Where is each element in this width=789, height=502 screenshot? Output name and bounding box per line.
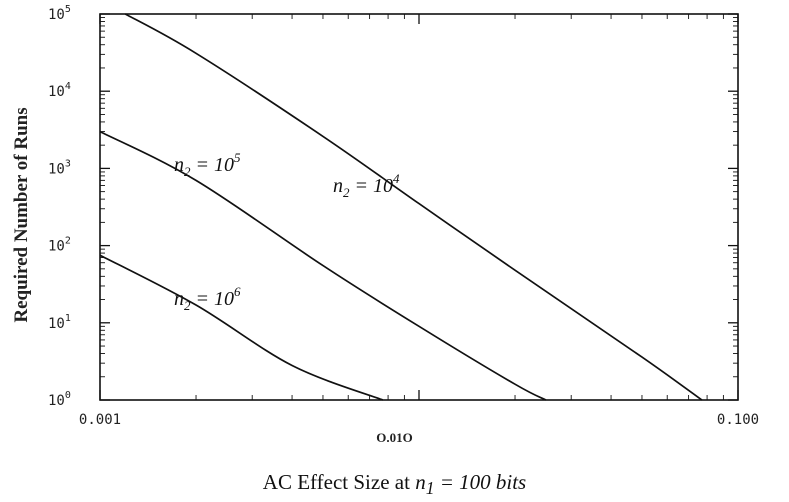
series: [99, 13, 703, 401]
y-axis-label: Required Number of Runs: [11, 107, 32, 322]
plot-frame: [99, 13, 739, 401]
x-axis-label-var: n: [415, 470, 426, 494]
series-line: [124, 13, 703, 401]
y-tick-label: 105: [48, 4, 71, 23]
y-tick-label: 103: [48, 158, 71, 177]
y-tick-label: 101: [48, 313, 71, 332]
x-axis-label: AC Effect Size at n1 = 100 bits: [0, 470, 789, 499]
x-axis-label-prefix: AC Effect Size at: [262, 470, 416, 494]
series-label: n2 = 105: [174, 150, 241, 179]
x-axis-label-sub: 1: [425, 478, 435, 499]
x-axis-label-rest: = 100 bits: [434, 470, 527, 494]
series-label: n2 = 106: [174, 284, 241, 313]
x-tick-label: 0.100: [717, 412, 759, 428]
y-tick-label: 104: [48, 81, 71, 100]
axes: [99, 13, 739, 401]
chart: 105 104 103 102 101 100 0.001 0.100 n2 = 104 n2 =…: [11, 4, 759, 428]
ticks: [99, 13, 739, 401]
labels: 105 104 103 102 101 100 0.001 0.100 n2 = 104 n2 =…: [48, 4, 759, 428]
series-label: n2 = 104: [333, 171, 400, 200]
x-tick-label: 0.001: [79, 412, 121, 428]
series-line: [99, 130, 547, 401]
y-tick-label: 100: [48, 390, 71, 409]
x-mid-tick-label: O.01O: [376, 430, 413, 445]
series-line: [99, 254, 384, 401]
y-tick-label: 102: [48, 236, 71, 255]
